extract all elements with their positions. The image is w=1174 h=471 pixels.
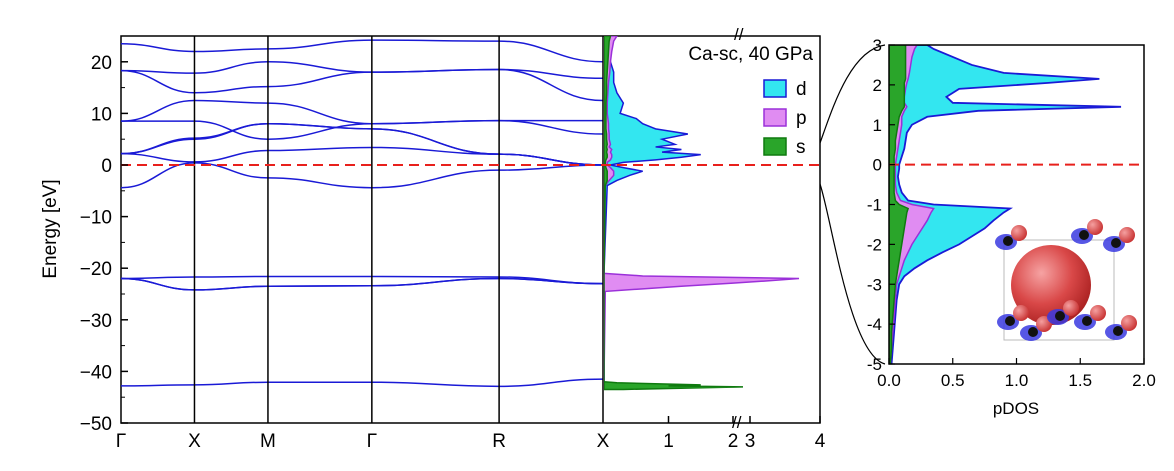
right-x-ticks: 0.0 0.5 1.0 1.5 2.0 [877, 358, 1156, 390]
right-x-tick-label: 0.5 [941, 371, 965, 390]
pdos-x-tick-label: 4 [815, 431, 826, 452]
right-y-tick-label: 3 [873, 36, 882, 55]
interstitial-site [1055, 311, 1065, 321]
bottom-axis-break-mark: // [732, 413, 742, 432]
kpoint-label: Γ [116, 431, 126, 452]
interstitial-site [1111, 238, 1121, 248]
interstitial-site [1113, 326, 1123, 336]
interstitial-site [1082, 316, 1092, 326]
interstitial-site [1028, 327, 1038, 337]
right-x-tick-label: 1.5 [1068, 371, 1092, 390]
left-y-axis-label: Energy [eV] [40, 179, 61, 278]
left-y-tick-label: −40 [80, 362, 112, 383]
top-axis-break-mark: // [734, 25, 744, 44]
corner-atom [1087, 219, 1103, 235]
band-lines-group [121, 39, 603, 388]
corner-atom [1119, 227, 1135, 243]
right-y-tick-label: -3 [867, 275, 882, 294]
right-x-tick-label: 1.0 [1005, 371, 1029, 390]
left-y-tick-label: −10 [80, 208, 112, 229]
legend-swatch-d [763, 79, 787, 98]
zoom-connector-top [819, 44, 886, 144]
right-y-tick-label: 0 [873, 156, 882, 175]
right-y-tick-label: -1 [867, 196, 882, 215]
right-y-tick-label: -5 [867, 355, 882, 374]
corner-atom [1013, 305, 1029, 321]
kpoint-label: M [260, 431, 276, 452]
right-y-tick-label: 2 [873, 76, 882, 95]
corner-atom [1121, 315, 1137, 331]
legend-label-p: p [796, 108, 807, 129]
right-y-ticks: 3 2 1 0 -1 -2 -3 -4 -5 [867, 36, 895, 374]
unit-cell-outline [1003, 239, 1115, 341]
kpoint-separators [193, 36, 604, 423]
corner-atom [1063, 300, 1079, 316]
legend-label-s: s [796, 137, 806, 158]
legend-title: Ca-sc, 40 GPa [688, 44, 813, 65]
corner-atom [1090, 305, 1106, 321]
pdos-x-tick-label: 3 [745, 431, 756, 452]
pdos-p-area-right [889, 45, 935, 364]
band-line [121, 162, 603, 189]
band-line [121, 122, 603, 166]
pdos-x-tick-label: 2 [728, 431, 739, 452]
left-y-tick-label: −20 [80, 259, 112, 280]
kpoint-label: X [597, 431, 610, 452]
right-y-tick-label: -2 [867, 235, 882, 254]
left-y-tick-label: 20 [91, 53, 112, 74]
interstitial-site [1005, 316, 1015, 326]
left-plot-frame [120, 35, 821, 424]
left-y-tick-label: 10 [91, 104, 112, 125]
zoom-connector-bottom [819, 183, 886, 365]
corner-atom [1011, 225, 1027, 241]
band-line [121, 378, 603, 388]
pdos-s-area-left [604, 36, 744, 391]
right-y-tick-label: 1 [873, 116, 882, 135]
pdos-x-tick-label: 1 [663, 431, 674, 452]
pdos-p-area-left [604, 36, 800, 390]
legend-swatch-s [763, 137, 787, 156]
legend-swatch-p [763, 108, 787, 127]
kpoint-label: R [492, 431, 506, 452]
pdos-d-area-right [889, 45, 1122, 364]
kpoint-label: X [188, 431, 201, 452]
legend-label-d: d [796, 79, 807, 100]
pdos-d-area-left [604, 36, 701, 390]
left-y-ticks: 20 10 0 −10 −20 −30 −40 −50 [80, 53, 128, 435]
band-line [121, 99, 603, 125]
left-y-tick-label: −30 [80, 311, 112, 332]
right-x-axis-label: pDOS [993, 399, 1039, 418]
left-y-tick-label: 0 [101, 156, 112, 177]
kpoint-label: Γ [367, 431, 377, 452]
pdos-legend: Ca-sc, 40 GPa d p s [688, 44, 813, 158]
right-x-tick-label: 0.0 [877, 371, 901, 390]
interstitial-site [1003, 236, 1013, 246]
crystal-structure-illustration [995, 219, 1137, 341]
left-y-tick-label: −50 [80, 414, 112, 435]
right-x-tick-label: 2.0 [1132, 371, 1156, 390]
right-y-tick-label: -4 [867, 315, 882, 334]
pdos-left-group [604, 36, 800, 391]
band-line [121, 122, 603, 166]
pdos-zoom-panel: 3 2 1 0 -1 -2 -3 -4 -5 0.0 0.5 1.0 1.5 2.0 pDOS [867, 36, 1156, 418]
band-line [121, 68, 603, 102]
interstitial-site [1079, 230, 1089, 240]
band-line [121, 277, 603, 291]
band-line [121, 39, 603, 63]
